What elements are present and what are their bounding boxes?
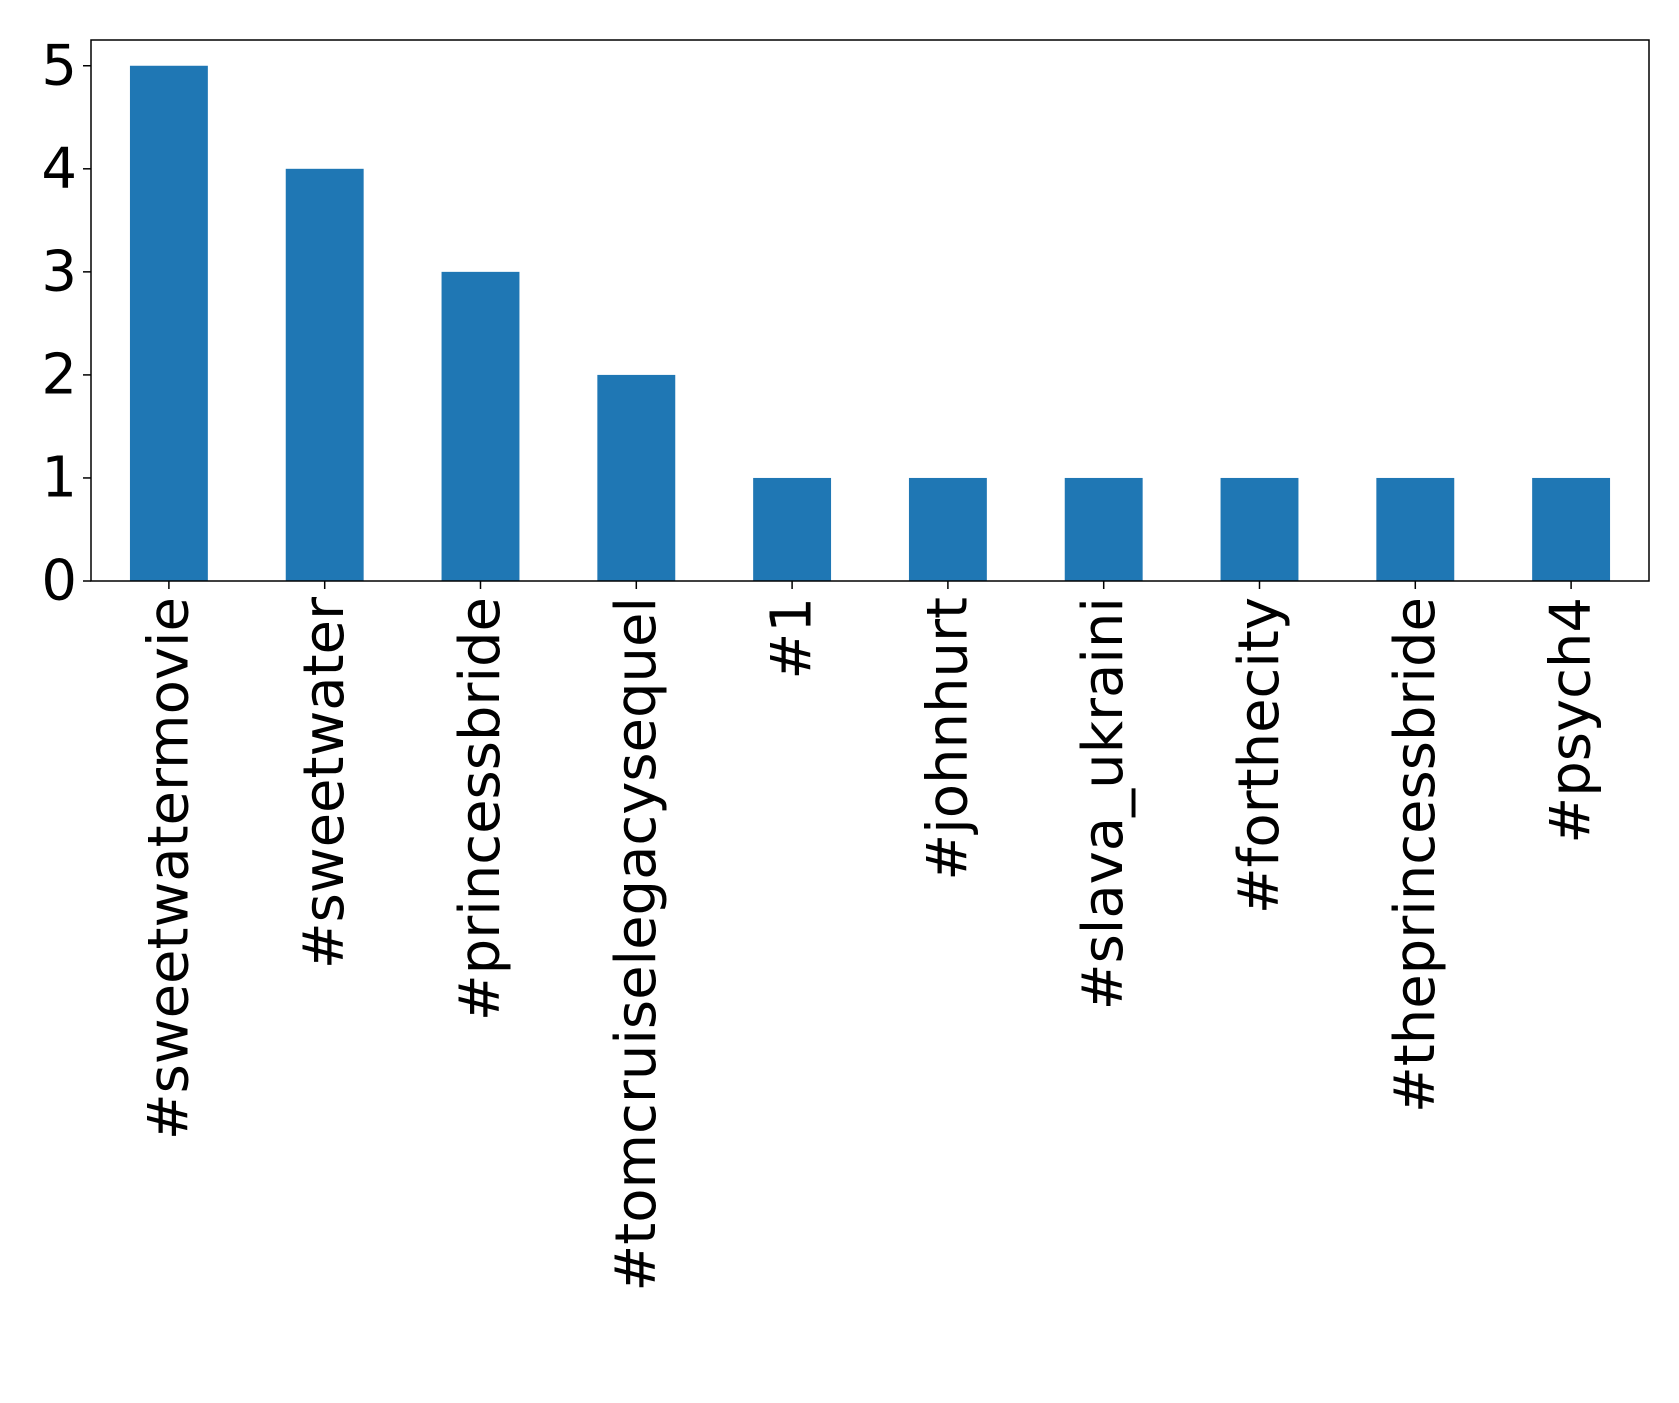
y-tick-label-2: 2	[41, 342, 77, 407]
y-tick-label-1: 1	[41, 445, 77, 510]
x-tick-label-0: #sweetwatermovie	[136, 597, 201, 1140]
plot-frame	[90, 39, 1650, 582]
bar-8	[1376, 477, 1455, 581]
y-axis: 0 1 2 3 4 5	[41, 33, 91, 614]
x-tick-label-1: #sweetwater	[292, 596, 357, 969]
axes-layer	[90, 39, 1650, 582]
bar-4	[753, 477, 832, 581]
x-tick-label-5: #johnhurt	[915, 597, 980, 881]
bar-1	[285, 168, 364, 582]
x-tick-label-8: #theprincessbride	[1383, 597, 1448, 1113]
bars-layer	[129, 65, 1611, 582]
bar-6	[1064, 477, 1143, 581]
y-tick-label-3: 3	[41, 239, 77, 304]
bar-5	[908, 477, 987, 581]
bar-0	[129, 65, 208, 581]
x-tick-label-9: #psych4	[1539, 597, 1604, 844]
x-axis: #sweetwatermovie #sweetwater #princessbrid…	[136, 581, 1604, 1292]
x-tick-label-7: #forthecity	[1227, 597, 1292, 914]
x-tick-label-3: #tomcruiselegacysequel	[604, 597, 669, 1292]
bar-2	[441, 271, 520, 581]
bar-9	[1532, 477, 1611, 581]
bar-7	[1220, 477, 1299, 581]
x-tick-label-4: #1	[760, 597, 825, 680]
x-tick-label-2: #princessbride	[448, 597, 513, 1021]
y-tick-label-0: 0	[41, 549, 77, 614]
x-tick-label-6: #slava_ukraini	[1071, 597, 1136, 1010]
bar-3	[597, 374, 676, 581]
y-tick-label-4: 4	[41, 136, 77, 201]
y-tick-label-5: 5	[41, 33, 77, 98]
